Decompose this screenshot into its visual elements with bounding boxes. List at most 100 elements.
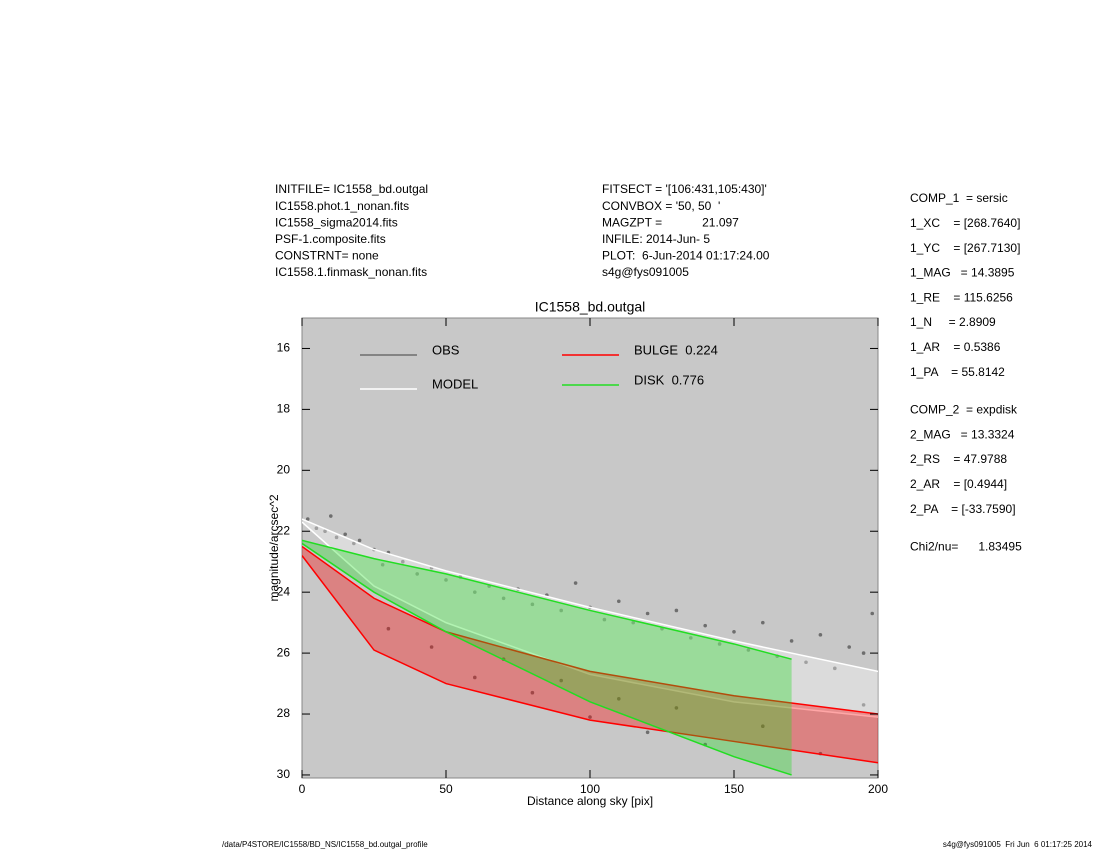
fit-parameter: COMP_1 = sersic xyxy=(910,191,1008,205)
y-tick-label: 24 xyxy=(277,584,291,598)
header-left-line: CONSTRNT= none xyxy=(275,249,379,263)
x-tick-label: 50 xyxy=(439,782,453,796)
obs-point xyxy=(804,660,808,665)
header-middle-line: FITSECT = '[106:431,105:430]' xyxy=(602,182,767,196)
model-band xyxy=(302,519,878,718)
obs-point xyxy=(717,642,722,646)
x-tick-label: 150 xyxy=(724,782,744,796)
obs-point xyxy=(732,629,736,634)
header-left-line: IC1558.phot.1_nonan.fits xyxy=(275,199,409,213)
header-middle-line: INFILE: 2014-Jun- 5 xyxy=(602,232,710,246)
obs-point xyxy=(305,517,310,521)
obs-point xyxy=(314,526,319,530)
fit-parameter: 2_PA = [-33.7590] xyxy=(910,502,1016,516)
header-left-line: INITFILE= IC1558_bd.outgal xyxy=(275,182,428,196)
obs-point xyxy=(689,636,693,640)
fit-parameter: 1_N = 2.8909 xyxy=(910,315,996,329)
model-edge xyxy=(302,518,878,673)
obs-point xyxy=(530,602,535,607)
y-tick-label: 26 xyxy=(277,645,291,659)
fit-parameter: 2_AR = [0.4944] xyxy=(910,477,1007,491)
obs-point xyxy=(473,675,477,680)
header-middle-line: s4g@fys091005 xyxy=(602,265,689,279)
model-edge xyxy=(302,545,878,715)
obs-point xyxy=(746,648,751,652)
obs-point xyxy=(352,541,356,546)
legend-label: BULGE 0.224 xyxy=(634,342,718,357)
obs-point xyxy=(501,596,506,601)
obs-point xyxy=(444,578,448,582)
x-tick-label: 100 xyxy=(580,782,600,796)
model-edge xyxy=(302,521,878,718)
header-middle-line: PLOT: 6-Jun-2014 01:17:24.00 xyxy=(602,249,770,263)
obs-point xyxy=(401,559,405,564)
obs-point xyxy=(789,639,794,643)
obs-point xyxy=(357,538,362,543)
fit-parameter: 1_YC = [267.7130] xyxy=(910,241,1020,255)
legend-label: OBS xyxy=(432,342,460,357)
obs-point xyxy=(323,529,327,534)
obs-point xyxy=(674,706,679,710)
x-axis-label: Distance along sky [pix] xyxy=(527,794,653,808)
chart-title: IC1558_bd.outgal xyxy=(535,299,646,315)
fit-parameter: 2_MAG = 13.3324 xyxy=(910,427,1015,441)
plot-area xyxy=(302,514,878,776)
obs-point xyxy=(573,581,578,585)
y-tick-label: 22 xyxy=(277,523,291,537)
obs-point xyxy=(334,535,339,540)
footer-path: /data/P4STORE/IC1558/BD_NS/IC1558_bd.out… xyxy=(222,840,428,849)
obs-point xyxy=(833,666,837,671)
y-tick-label: 16 xyxy=(277,341,291,355)
obs-point xyxy=(559,678,563,683)
fit-parameter: 1_AR = 0.5386 xyxy=(910,340,1001,354)
obs-point xyxy=(847,645,851,649)
fit-parameter: 1_PA = 55.8142 xyxy=(910,365,1005,379)
obs-point xyxy=(617,696,621,701)
obs-point xyxy=(645,730,650,735)
obs-point xyxy=(870,611,875,616)
obs-point xyxy=(861,703,866,707)
footer-stamp: s4g@fys091005 Fri Jun 6 01:17:25 2014 xyxy=(943,840,1093,849)
legend-label: DISK 0.776 xyxy=(634,372,704,387)
legend-label: MODEL xyxy=(432,376,478,391)
obs-point xyxy=(380,562,385,567)
obs-point xyxy=(415,572,420,576)
header-left-line: IC1558.1.finmask_nonan.fits xyxy=(275,265,427,279)
header-middle-line: MAGZPT = 21.097 xyxy=(602,215,739,229)
obs-point xyxy=(530,690,535,695)
y-tick-label: 28 xyxy=(277,706,291,720)
header-middle-line: CONVBOX = '50, 50 ' xyxy=(602,199,720,213)
x-tick-label: 200 xyxy=(868,782,888,796)
fit-parameter: 1_MAG = 14.3895 xyxy=(910,266,1015,280)
fit-parameter: 1_RE = 115.6256 xyxy=(910,290,1013,304)
obs-point xyxy=(674,608,679,613)
obs-point xyxy=(559,608,563,613)
model-edge xyxy=(302,542,792,776)
x-tick-label: 0 xyxy=(299,782,306,796)
model-edge xyxy=(302,539,792,660)
fit-parameter: Chi2/nu= 1.83495 xyxy=(910,540,1022,554)
model-edge xyxy=(302,555,878,764)
obs-point xyxy=(602,617,607,622)
obs-point xyxy=(818,633,823,637)
fit-parameter: 2_RS = 47.9788 xyxy=(910,452,1007,466)
y-tick-label: 20 xyxy=(277,462,291,476)
obs-point xyxy=(761,620,765,625)
header-left-line: PSF-1.composite.fits xyxy=(275,232,386,246)
obs-point xyxy=(861,651,866,655)
obs-point xyxy=(645,611,650,616)
obs-point xyxy=(631,620,635,625)
y-tick-label: 30 xyxy=(277,767,291,781)
obs-point xyxy=(343,532,348,537)
obs-point xyxy=(473,590,477,594)
obs-point xyxy=(588,715,592,719)
obs-point xyxy=(429,645,434,649)
obs-point xyxy=(703,623,707,628)
model-band xyxy=(302,546,878,763)
obs-point xyxy=(761,724,765,729)
y-tick-label: 18 xyxy=(277,402,291,416)
y-axis-label: magnitude/arcsec^2 xyxy=(267,494,281,601)
model-band xyxy=(302,540,792,775)
obs-point xyxy=(329,514,333,518)
